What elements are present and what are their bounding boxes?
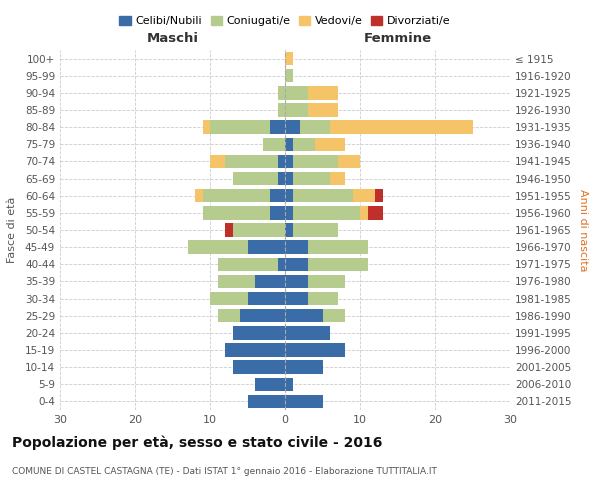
Bar: [285, 292, 308, 306]
Bar: [285, 189, 293, 202]
Bar: [367, 206, 383, 220]
Bar: [285, 206, 293, 220]
Bar: [285, 394, 323, 408]
Text: Femmine: Femmine: [364, 32, 431, 45]
Bar: [285, 326, 330, 340]
Bar: [210, 120, 270, 134]
Bar: [293, 154, 337, 168]
Bar: [248, 394, 285, 408]
Bar: [233, 224, 285, 236]
Bar: [330, 172, 345, 186]
Bar: [233, 326, 285, 340]
Bar: [233, 360, 285, 374]
Bar: [308, 240, 367, 254]
Bar: [285, 104, 308, 117]
Bar: [240, 309, 285, 322]
Bar: [277, 258, 285, 271]
Bar: [285, 69, 293, 82]
Bar: [203, 206, 270, 220]
Bar: [218, 309, 240, 322]
Bar: [293, 189, 353, 202]
Bar: [330, 120, 473, 134]
Bar: [195, 189, 203, 202]
Text: Maschi: Maschi: [146, 32, 199, 45]
Bar: [270, 189, 285, 202]
Bar: [277, 104, 285, 117]
Bar: [255, 378, 285, 391]
Bar: [270, 206, 285, 220]
Bar: [285, 274, 308, 288]
Bar: [360, 206, 367, 220]
Bar: [337, 154, 360, 168]
Text: Popolazione per età, sesso e stato civile - 2016: Popolazione per età, sesso e stato civil…: [12, 435, 382, 450]
Bar: [293, 172, 330, 186]
Bar: [270, 120, 285, 134]
Text: COMUNE DI CASTEL CASTAGNA (TE) - Dati ISTAT 1° gennaio 2016 - Elaborazione TUTTI: COMUNE DI CASTEL CASTAGNA (TE) - Dati IS…: [12, 468, 437, 476]
Y-axis label: Anni di nascita: Anni di nascita: [578, 188, 588, 271]
Bar: [285, 138, 293, 151]
Bar: [233, 172, 277, 186]
Bar: [285, 86, 308, 100]
Bar: [187, 240, 248, 254]
Bar: [285, 360, 323, 374]
Bar: [277, 172, 285, 186]
Bar: [218, 258, 277, 271]
Bar: [225, 224, 233, 236]
Bar: [308, 258, 367, 271]
Bar: [293, 138, 315, 151]
Bar: [255, 274, 285, 288]
Legend: Celibi/Nubili, Coniugati/e, Vedovi/e, Divorziati/e: Celibi/Nubili, Coniugati/e, Vedovi/e, Di…: [116, 12, 454, 29]
Bar: [285, 224, 293, 236]
Bar: [285, 120, 300, 134]
Bar: [277, 154, 285, 168]
Bar: [315, 138, 345, 151]
Bar: [353, 189, 375, 202]
Bar: [248, 240, 285, 254]
Bar: [293, 224, 337, 236]
Bar: [293, 206, 360, 220]
Bar: [277, 86, 285, 100]
Bar: [285, 258, 308, 271]
Bar: [285, 154, 293, 168]
Bar: [308, 104, 337, 117]
Bar: [308, 292, 337, 306]
Bar: [285, 240, 308, 254]
Bar: [300, 120, 330, 134]
Bar: [203, 120, 210, 134]
Bar: [210, 154, 225, 168]
Bar: [263, 138, 285, 151]
Bar: [323, 309, 345, 322]
Bar: [285, 378, 293, 391]
Bar: [375, 189, 383, 202]
Bar: [285, 172, 293, 186]
Bar: [285, 344, 345, 356]
Bar: [218, 274, 255, 288]
Y-axis label: Fasce di età: Fasce di età: [7, 197, 17, 263]
Bar: [210, 292, 248, 306]
Bar: [285, 52, 293, 66]
Bar: [225, 154, 277, 168]
Bar: [308, 86, 337, 100]
Bar: [308, 274, 345, 288]
Bar: [225, 344, 285, 356]
Bar: [203, 189, 270, 202]
Bar: [285, 309, 323, 322]
Bar: [248, 292, 285, 306]
